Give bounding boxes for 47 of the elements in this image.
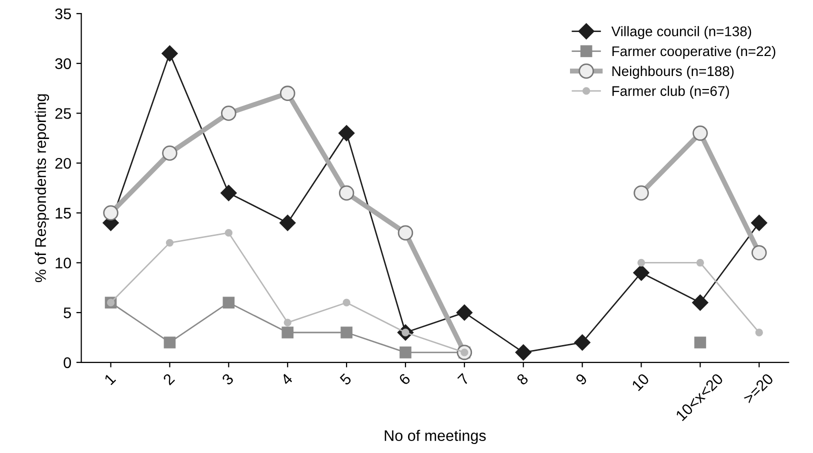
x-tick-label: 8 xyxy=(516,372,529,386)
point xyxy=(456,304,472,321)
legend-label: Farmer club (n=67) xyxy=(612,86,729,99)
y-tick-label: 5 xyxy=(64,308,71,318)
point xyxy=(340,326,352,338)
legend-label: Farmer cooperative (n=22) xyxy=(612,46,776,59)
point xyxy=(284,318,292,326)
x-tick-label: 1 xyxy=(104,373,116,386)
x-tick-label: 9 xyxy=(575,372,588,386)
legend-label: Village council (n=138) xyxy=(611,26,752,40)
point xyxy=(164,336,176,348)
point xyxy=(637,258,646,267)
point xyxy=(342,298,350,306)
point xyxy=(338,125,355,142)
y-tick-label: 25 xyxy=(55,108,71,119)
point xyxy=(692,294,708,311)
point xyxy=(696,258,704,267)
x-tick-label: 4 xyxy=(280,372,294,386)
point xyxy=(166,238,174,247)
point xyxy=(694,336,706,348)
x-tick-label: 5 xyxy=(339,372,352,386)
point xyxy=(220,184,237,202)
point xyxy=(280,214,296,231)
x-axis-title: No of meetings xyxy=(384,430,486,444)
y-axis-title: % of Respondents reporting xyxy=(34,94,50,282)
y-tick-label: 35 xyxy=(55,8,71,20)
x-tick-label: 2 xyxy=(162,372,175,386)
point xyxy=(755,328,763,336)
point xyxy=(222,296,235,309)
legend-label: Neighbours (n=188) xyxy=(612,66,734,79)
point xyxy=(751,214,768,231)
y-tick-label: 15 xyxy=(56,208,71,219)
point xyxy=(400,346,412,358)
point xyxy=(574,334,590,351)
y-tick-label: 30 xyxy=(55,58,71,70)
point xyxy=(282,326,294,338)
x-tick-label: 10 xyxy=(631,372,650,392)
x-tick-label: 7 xyxy=(457,373,470,386)
x-tick-label: 6 xyxy=(398,372,411,386)
x-tick-label: 3 xyxy=(221,372,234,386)
y-tick-label: 10 xyxy=(56,258,71,268)
point xyxy=(162,45,178,62)
point xyxy=(633,264,650,281)
y-tick-label: 20 xyxy=(55,158,71,169)
point xyxy=(515,344,532,360)
y-tick-label: 0 xyxy=(64,357,71,368)
point xyxy=(224,229,232,237)
